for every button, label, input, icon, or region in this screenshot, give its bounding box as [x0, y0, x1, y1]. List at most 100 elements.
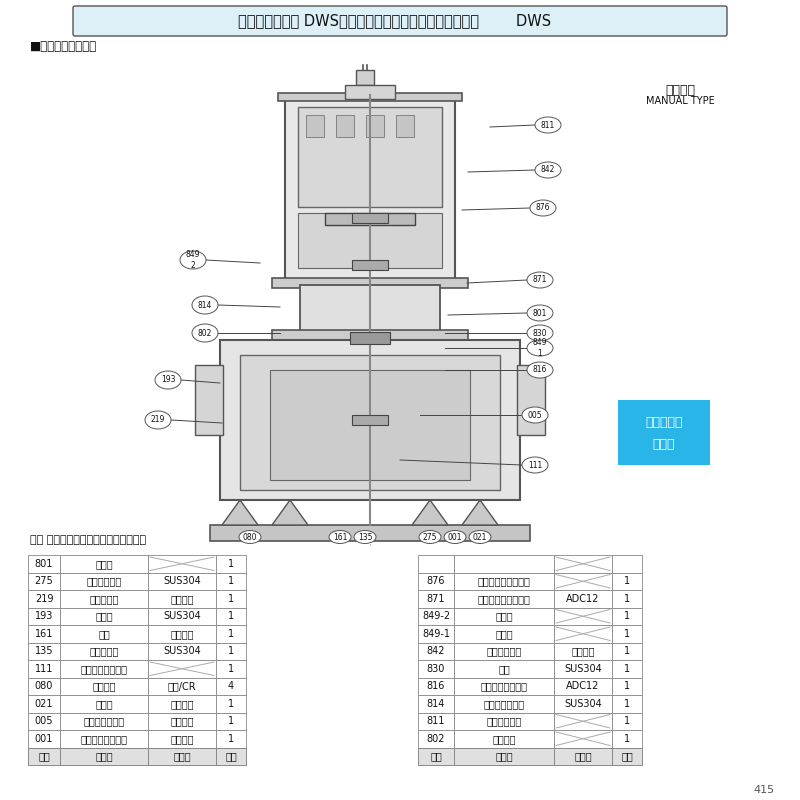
Text: SUS304: SUS304 — [163, 611, 201, 622]
Bar — [306, 115, 324, 137]
Polygon shape — [222, 500, 258, 525]
Bar — [454, 625, 554, 642]
Bar — [216, 678, 246, 695]
Ellipse shape — [527, 340, 553, 356]
Bar — [216, 695, 246, 713]
Text: 1: 1 — [228, 576, 234, 586]
Bar — [350, 332, 390, 344]
Text: 415: 415 — [754, 785, 775, 795]
Text: 1: 1 — [228, 698, 234, 709]
Bar — [345, 85, 395, 99]
Text: 1: 1 — [228, 716, 234, 726]
Bar — [454, 730, 554, 747]
Text: SUS304: SUS304 — [163, 576, 201, 586]
Bar — [148, 573, 216, 590]
Bar — [554, 590, 612, 607]
Text: 830: 830 — [533, 329, 547, 338]
Bar — [60, 730, 148, 747]
Text: 275: 275 — [34, 576, 54, 586]
Text: 部品名: 部品名 — [95, 751, 113, 762]
Bar — [60, 573, 148, 590]
Bar — [148, 590, 216, 607]
Text: 219: 219 — [34, 594, 54, 604]
Text: 個数: 個数 — [225, 751, 237, 762]
Bar — [220, 340, 520, 500]
Bar — [366, 115, 384, 137]
Bar — [554, 678, 612, 695]
Bar — [418, 747, 454, 765]
Bar — [28, 695, 60, 713]
Ellipse shape — [527, 362, 553, 378]
Text: 主軸: 主軸 — [498, 664, 510, 674]
Bar — [60, 642, 148, 660]
Bar — [272, 278, 468, 288]
Bar — [454, 747, 554, 765]
Bar — [554, 625, 612, 642]
Bar — [148, 713, 216, 730]
Bar — [554, 573, 612, 590]
Text: 中間ケーシング: 中間ケーシング — [83, 716, 125, 726]
Bar — [60, 713, 148, 730]
Text: 負荷側ブラケット: 負荷側ブラケット — [481, 682, 527, 691]
Bar — [148, 642, 216, 660]
Bar — [148, 660, 216, 678]
Text: 111: 111 — [528, 461, 542, 470]
Text: 番号: 番号 — [430, 751, 442, 762]
Text: 849
2: 849 2 — [186, 250, 200, 270]
Text: 相フランジ: 相フランジ — [90, 594, 118, 604]
Text: 080: 080 — [35, 682, 53, 691]
Bar — [418, 695, 454, 713]
Bar — [148, 695, 216, 713]
Text: 水処理: 水処理 — [653, 438, 675, 451]
Text: 1: 1 — [624, 682, 630, 691]
Bar — [454, 660, 554, 678]
Text: ADC12: ADC12 — [566, 682, 600, 691]
Bar — [60, 590, 148, 607]
Bar — [618, 400, 710, 465]
Bar — [272, 330, 468, 340]
Ellipse shape — [239, 530, 261, 543]
Text: 材　料: 材 料 — [173, 751, 191, 762]
Text: 005: 005 — [528, 410, 542, 419]
Ellipse shape — [192, 296, 218, 314]
Bar — [148, 607, 216, 625]
Bar — [517, 365, 545, 435]
Bar — [418, 642, 454, 660]
Bar — [612, 747, 642, 765]
Text: 1: 1 — [228, 664, 234, 674]
Bar — [360, 85, 370, 95]
Text: 005: 005 — [34, 716, 54, 726]
Bar — [28, 590, 60, 607]
Bar — [28, 573, 60, 590]
Text: 合成樹脂: 合成樹脂 — [170, 716, 194, 726]
Ellipse shape — [535, 117, 561, 133]
Bar — [278, 93, 462, 101]
Bar — [554, 747, 612, 765]
Text: 849-2: 849-2 — [422, 611, 450, 622]
Text: 1: 1 — [228, 629, 234, 638]
Bar — [28, 555, 60, 573]
Text: 反負荷側ブラケット: 反負荷側ブラケット — [478, 594, 530, 604]
Bar — [60, 555, 148, 573]
Bar — [356, 70, 374, 85]
Bar — [60, 747, 148, 765]
Text: 193: 193 — [161, 375, 175, 385]
Bar — [554, 730, 612, 747]
Text: 849-1: 849-1 — [422, 629, 450, 638]
Ellipse shape — [527, 305, 553, 321]
Text: 羽根車: 羽根車 — [95, 698, 113, 709]
Text: ゴム/CR: ゴム/CR — [168, 682, 196, 691]
Text: 876: 876 — [426, 576, 446, 586]
Text: 部品名: 部品名 — [495, 751, 513, 762]
Text: 1: 1 — [624, 716, 630, 726]
Ellipse shape — [180, 251, 206, 269]
Bar — [454, 555, 554, 573]
Bar — [148, 555, 216, 573]
Bar — [612, 730, 642, 747]
Text: 玉軸受: 玉軸受 — [495, 629, 513, 638]
Bar — [352, 213, 388, 223]
Text: 材　料: 材 料 — [574, 751, 592, 762]
Text: 001: 001 — [448, 533, 462, 542]
Text: 玉軸受: 玉軸受 — [495, 611, 513, 622]
Text: 1: 1 — [624, 664, 630, 674]
